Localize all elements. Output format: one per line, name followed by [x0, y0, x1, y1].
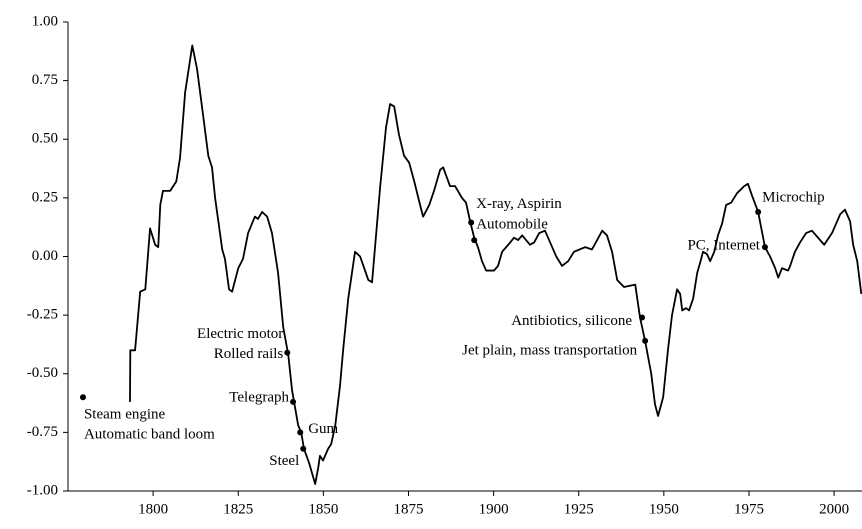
event-label: Jet plain, mass transportation — [462, 342, 637, 358]
event-label: Telegraph — [229, 389, 289, 405]
y-tick-label: 0.25 — [32, 189, 58, 205]
x-tick-label: 1925 — [564, 501, 594, 517]
x-tick-label: 2000 — [819, 501, 849, 517]
y-tick-label: -1.00 — [27, 482, 58, 498]
event-point — [471, 237, 478, 244]
event-label: Electric motor — [197, 326, 283, 342]
event-point — [79, 394, 86, 401]
event-point — [468, 219, 475, 226]
x-tick-label: 1900 — [479, 501, 509, 517]
event-point — [300, 445, 307, 452]
y-tick-label: 0.75 — [32, 72, 58, 88]
y-tick-label: -0.75 — [27, 424, 58, 440]
event-point — [284, 349, 291, 356]
event-label: PC, Internet — [687, 238, 760, 254]
event-label: Automobile — [476, 217, 548, 233]
event-point — [642, 337, 649, 344]
y-tick-label: 1.00 — [32, 13, 58, 29]
event-point — [755, 208, 762, 215]
event-label: Gum — [308, 421, 338, 437]
event-label: X-ray, Aspirin — [476, 196, 562, 212]
y-tick-label: -0.50 — [27, 365, 58, 381]
x-tick-label: 1800 — [138, 501, 168, 517]
series-line — [129, 44, 862, 485]
x-tick-label: 1875 — [393, 501, 423, 517]
event-label: Steel — [269, 453, 299, 469]
event-label: Microchip — [762, 189, 824, 205]
y-tick-label: 0.00 — [32, 248, 58, 264]
event-point — [297, 429, 304, 436]
y-tick-label: -0.25 — [27, 307, 58, 323]
event-label: Antibiotics, silicone — [511, 313, 632, 329]
event-label: Automatic band loom — [84, 427, 215, 443]
x-tick-label: 1825 — [223, 501, 253, 517]
x-tick-label: 1950 — [649, 501, 679, 517]
event-label: Rolled rails — [214, 346, 284, 362]
event-point — [290, 398, 297, 405]
y-tick-label: 0.50 — [32, 131, 58, 147]
event-label: Steam engine — [84, 407, 166, 423]
x-tick-label: 1850 — [308, 501, 338, 517]
event-point — [761, 244, 768, 251]
x-tick-label: 1975 — [734, 501, 764, 517]
event-point — [639, 314, 646, 321]
